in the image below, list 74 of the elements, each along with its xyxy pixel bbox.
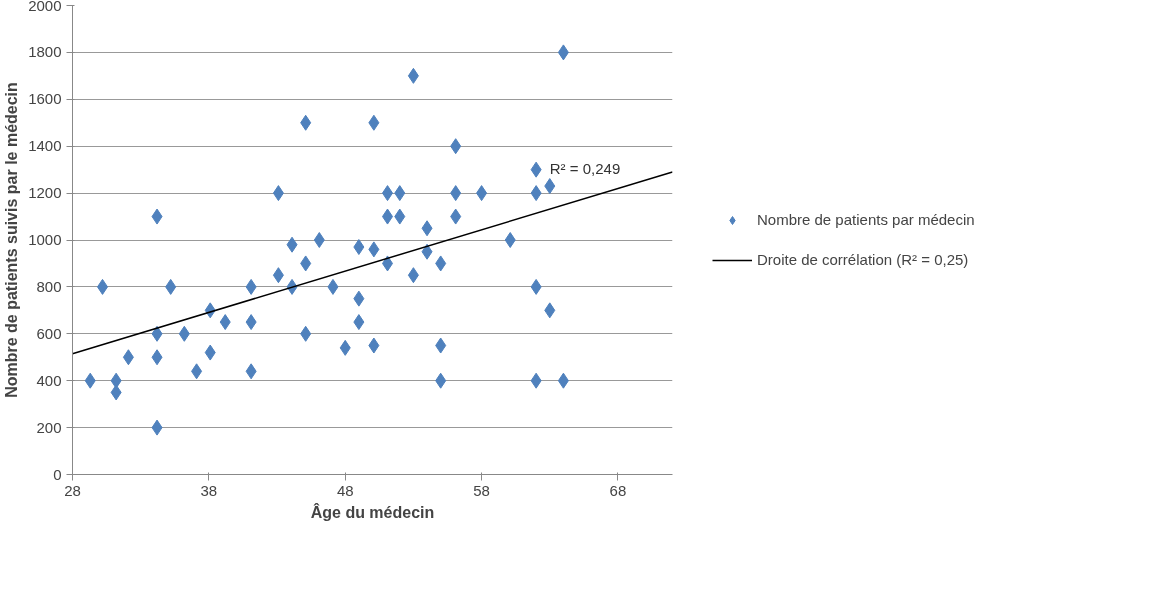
y-tick-label: 1200 bbox=[28, 184, 62, 202]
point bbox=[530, 185, 542, 202]
point bbox=[178, 325, 190, 342]
point bbox=[450, 208, 462, 225]
y-tick-label: 400 bbox=[36, 371, 62, 389]
x-tick-label: 38 bbox=[200, 481, 218, 499]
point bbox=[110, 372, 122, 389]
point bbox=[245, 278, 257, 295]
y-tick-label: 1000 bbox=[28, 231, 62, 248]
point bbox=[544, 178, 556, 195]
x-tick-label: 48 bbox=[336, 481, 354, 499]
legend-label: Nombre de patients par médecin bbox=[757, 211, 975, 228]
y-tick-label: 200 bbox=[36, 418, 62, 436]
point bbox=[368, 114, 380, 131]
point bbox=[313, 232, 325, 248]
point bbox=[544, 302, 556, 319]
y-tick-label: 800 bbox=[36, 277, 62, 295]
x-axis-title: Âge du médecin bbox=[310, 502, 435, 521]
point bbox=[151, 325, 163, 342]
point bbox=[530, 372, 542, 389]
point bbox=[394, 208, 406, 225]
point bbox=[272, 267, 284, 284]
y-axis-title: Nombre de patients suivis par le médecin bbox=[3, 82, 21, 398]
point bbox=[300, 325, 312, 342]
point bbox=[504, 232, 516, 248]
point bbox=[219, 314, 231, 331]
x-tick-label: 68 bbox=[609, 481, 627, 499]
point bbox=[353, 314, 365, 331]
point bbox=[245, 314, 257, 331]
point bbox=[204, 344, 216, 361]
point bbox=[368, 241, 380, 258]
point bbox=[300, 255, 312, 272]
y-tick-label: 1600 bbox=[28, 90, 62, 108]
point bbox=[151, 208, 163, 225]
x-tick-label: 58 bbox=[473, 481, 490, 499]
point bbox=[110, 384, 122, 401]
point bbox=[286, 236, 298, 253]
y-tick-label: 0 bbox=[53, 465, 62, 483]
point bbox=[530, 278, 542, 295]
point bbox=[151, 419, 163, 436]
point bbox=[435, 255, 447, 272]
x-tick-label: 28 bbox=[64, 481, 81, 499]
point bbox=[450, 138, 462, 155]
point bbox=[421, 220, 433, 237]
point bbox=[435, 337, 447, 354]
point bbox=[476, 185, 488, 202]
point bbox=[165, 278, 177, 295]
point bbox=[407, 267, 419, 284]
point bbox=[245, 363, 257, 380]
point bbox=[122, 349, 134, 366]
point bbox=[435, 372, 447, 389]
point bbox=[421, 243, 433, 260]
point bbox=[191, 363, 203, 380]
point bbox=[557, 44, 569, 61]
point bbox=[353, 239, 365, 256]
point bbox=[84, 372, 96, 389]
y-tick-label: 2000 bbox=[28, 0, 62, 14]
y-tick-label: 600 bbox=[36, 324, 62, 342]
y-tick-label: 1400 bbox=[28, 137, 62, 155]
legend-label: Droite de corrélation (R² = 0,25) bbox=[757, 251, 969, 268]
point bbox=[300, 114, 312, 131]
point bbox=[450, 185, 462, 202]
point bbox=[272, 185, 284, 202]
y-tick-label: 1800 bbox=[28, 43, 62, 61]
point bbox=[151, 349, 163, 366]
annotation: R² = 0,249 bbox=[549, 159, 621, 177]
point bbox=[368, 337, 380, 354]
point bbox=[353, 290, 365, 307]
point bbox=[407, 67, 419, 84]
point bbox=[394, 185, 406, 202]
point bbox=[530, 161, 542, 178]
point bbox=[339, 339, 351, 356]
point bbox=[557, 372, 569, 389]
point bbox=[327, 278, 339, 295]
